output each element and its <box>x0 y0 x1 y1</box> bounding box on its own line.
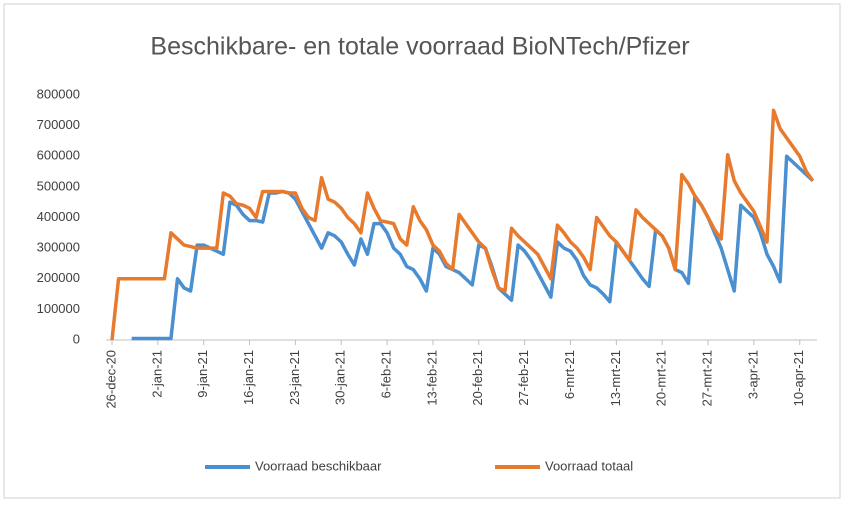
y-tick-label: 700000 <box>37 117 80 132</box>
x-tick-label: 26-dec-20 <box>103 350 118 409</box>
y-tick-label: 100000 <box>37 301 80 316</box>
x-tick-label: 13-feb-21 <box>424 350 439 406</box>
legend-label: Voorraad beschikbaar <box>255 458 382 473</box>
y-tick-label: 800000 <box>37 86 80 101</box>
x-tick-label: 20-mrt-21 <box>654 350 669 406</box>
legend-label: Voorraad totaal <box>545 458 633 473</box>
x-tick-label: 27-feb-21 <box>516 350 531 406</box>
x-tick-label: 3-apr-21 <box>745 350 760 399</box>
y-tick-label: 500000 <box>37 178 80 193</box>
y-tick-label: 600000 <box>37 148 80 163</box>
x-tick-label: 2-jan-21 <box>149 350 164 398</box>
x-tick-label: 16-jan-21 <box>241 350 256 405</box>
x-tick-label: 9-jan-21 <box>195 350 210 398</box>
x-tick-label: 23-jan-21 <box>287 350 302 405</box>
chart-title: Beschikbare- en totale voorraad BioNTech… <box>150 33 689 61</box>
x-tick-label: 13-mrt-21 <box>608 350 623 406</box>
y-tick-label: 200000 <box>37 270 80 285</box>
x-tick-label: 27-mrt-21 <box>699 350 714 406</box>
y-tick-label: 300000 <box>37 240 80 255</box>
x-tick-label: 30-jan-21 <box>333 350 348 405</box>
x-tick-label: 10-apr-21 <box>791 350 806 406</box>
y-tick-label: 0 <box>73 331 80 346</box>
x-tick-label: 6-feb-21 <box>379 350 394 398</box>
chart-frame <box>3 3 841 499</box>
series-line <box>110 108 815 341</box>
y-tick-label: 400000 <box>37 209 80 224</box>
x-tick-label: 6-mrt-21 <box>562 350 577 399</box>
x-tick-label: 20-feb-21 <box>470 350 485 406</box>
